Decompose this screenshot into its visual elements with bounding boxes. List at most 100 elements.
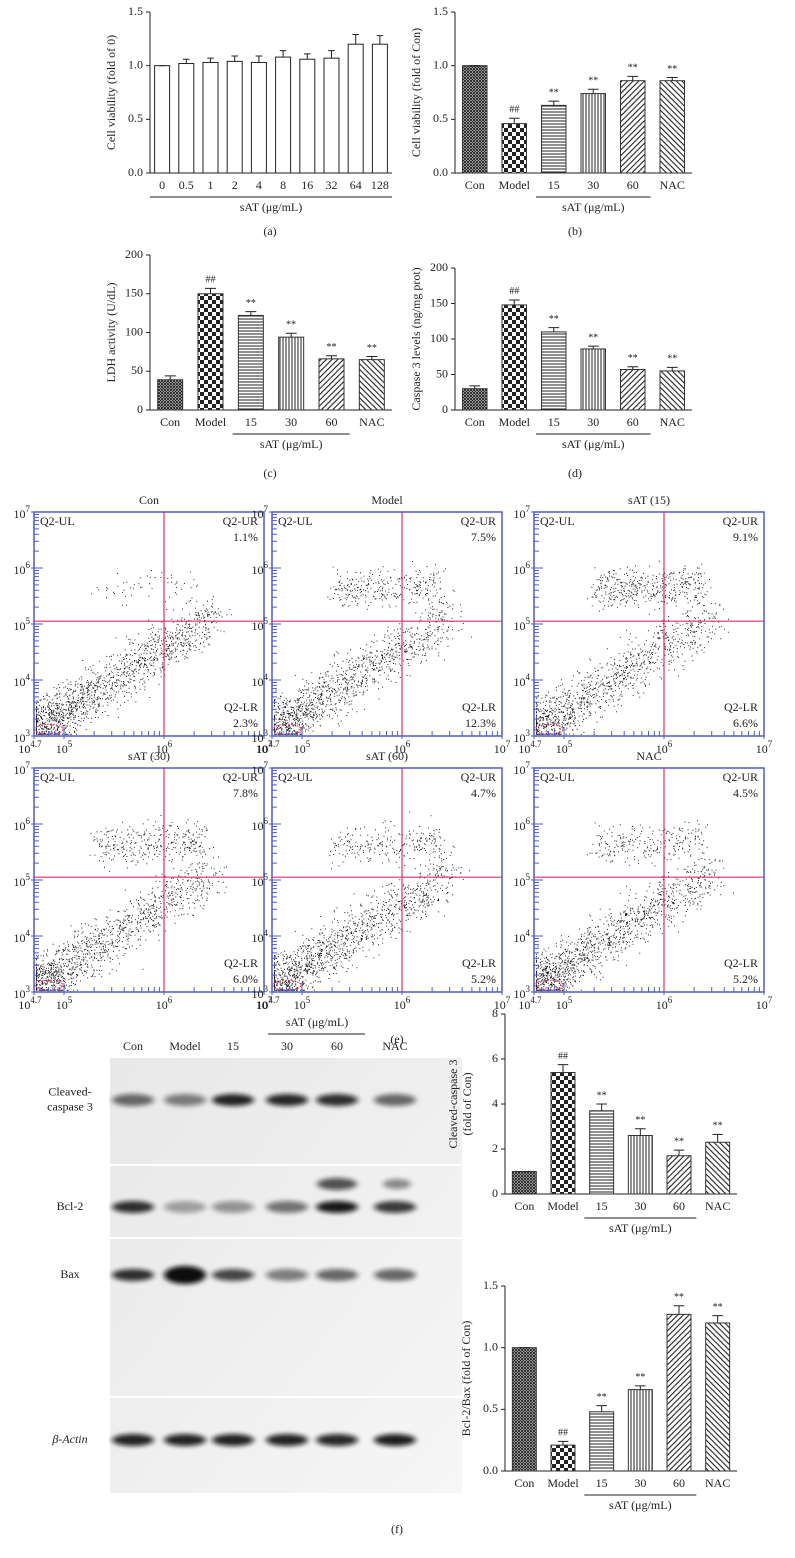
tick-base: 10 — [656, 742, 668, 756]
blot-band — [112, 1201, 154, 1213]
bar — [705, 1322, 731, 1472]
tick-base: 10 — [394, 742, 406, 756]
error-bar — [627, 75, 639, 81]
bar — [550, 1444, 576, 1472]
bar — [541, 104, 567, 174]
x-tick-label: 4 — [256, 178, 262, 192]
axis-tick-label: 103 — [14, 728, 31, 745]
y-tick-label: 1.0 — [483, 1339, 498, 1353]
significance-label: ** — [667, 354, 677, 365]
x-tick-label: NAC — [660, 415, 685, 429]
lane-label: 60 — [331, 1039, 343, 1053]
bar — [299, 58, 316, 174]
axis-tick-label: 106 — [14, 560, 31, 577]
bar — [323, 57, 340, 174]
quadrant-label: Q2-UR — [723, 770, 758, 784]
flow-plot: sAT (15)Q2-UL Q2-UR9.1%Q2-LR6.6%107106105… — [514, 493, 773, 756]
tick-base: 10 — [256, 742, 268, 756]
quadrant-label: Q2-UL — [278, 514, 313, 528]
significance-label: ** — [367, 343, 377, 354]
axis-tick-label: 105 — [294, 739, 311, 756]
x-tick-label: NAC — [359, 415, 384, 429]
tick-exponent: 4 — [26, 672, 31, 682]
quadrant-label: Q2-UR — [223, 514, 258, 528]
error-bar — [328, 50, 335, 59]
error-bar — [587, 345, 599, 349]
error-bar — [627, 366, 639, 370]
quadrant-percent: 2.3% — [233, 716, 258, 730]
y-axis-label: Cell viability (fold of Con) — [409, 28, 423, 157]
axis-tick-label: 104 — [514, 672, 531, 689]
axis-tick-label: 107 — [256, 995, 273, 1012]
bar — [358, 359, 385, 411]
axis-tick-label: 103 — [514, 984, 531, 1001]
tick-base: 10 — [252, 619, 264, 633]
tick-exponent: 5 — [306, 739, 311, 749]
error-bar — [635, 1128, 646, 1136]
tick-exponent: 4 — [26, 928, 31, 938]
tick-exponent: 6 — [264, 560, 269, 570]
error-bar — [204, 287, 217, 294]
tick-exponent: 4 — [526, 672, 531, 682]
significance-label: ** — [667, 64, 677, 75]
error-bar — [548, 327, 560, 332]
axis-tick-label: 107 — [14, 760, 31, 777]
quadrant-label: Q2-UR — [461, 514, 496, 528]
tick-base: 10 — [18, 742, 30, 756]
blot-row-label: Cleaved- — [48, 1084, 91, 1098]
x-tick-label: 0.5 — [179, 178, 194, 192]
x-tick-label: 30 — [587, 178, 599, 192]
tick-base: 10 — [14, 731, 26, 745]
tick-exponent: 4 — [264, 928, 269, 938]
group-label: sAT (μg/mL) — [286, 1015, 349, 1029]
axis-tick-label: 106 — [514, 816, 531, 833]
x-tick-label: 64 — [350, 178, 362, 192]
bar — [347, 43, 364, 174]
bar — [154, 65, 171, 174]
significance-label: ** — [628, 63, 638, 74]
tick-exponent: 6 — [526, 560, 531, 570]
tick-base: 10 — [514, 819, 526, 833]
bar-chart: 0 50 100 150 200 LDH activity (U/dL) Con ## Mode… — [104, 247, 392, 480]
y-tick-label: 6 — [492, 1051, 498, 1065]
axis-tick-label: 103 — [514, 728, 531, 745]
tick-base: 10 — [394, 998, 406, 1012]
tick-exponent: 6 — [526, 816, 531, 826]
lane-label: Model — [169, 1039, 201, 1053]
y-tick-label: 4 — [492, 1096, 498, 1110]
tick-exponent: 7 — [506, 995, 511, 1005]
lane-label: 15 — [227, 1039, 239, 1053]
tick-exponent: 7 — [526, 504, 531, 514]
blot-band — [112, 1434, 154, 1446]
x-tick-label: 60 — [627, 415, 639, 429]
blot-band — [164, 1266, 206, 1284]
blot-band — [374, 1201, 416, 1213]
error-bar — [557, 1440, 569, 1446]
significance-label: ** — [674, 1136, 684, 1147]
x-tick-label: NAC — [705, 1476, 730, 1490]
axis-tick-label: 104 — [14, 672, 31, 689]
plot-title: sAT (15) — [628, 493, 670, 507]
x-tick-label: 60 — [673, 1476, 685, 1490]
tick-base: 10 — [14, 619, 26, 633]
error-bar — [635, 1385, 646, 1390]
error-bar — [279, 50, 287, 58]
axis-minor-ticks — [272, 770, 498, 993]
y-tick-label: 0.5 — [433, 111, 448, 125]
quadrant-percent: 1.1% — [233, 530, 258, 544]
significance-label: ** — [713, 1302, 723, 1313]
error-bar — [376, 35, 384, 45]
axis-tick-label: 106 — [14, 816, 31, 833]
y-tick-label: 1.0 — [128, 57, 143, 71]
y-axis-label: (fold of Con) — [460, 1072, 474, 1135]
blot-band — [374, 1434, 416, 1446]
tick-base: 10 — [14, 875, 26, 889]
axis-tick-label: 106 — [156, 739, 173, 756]
axis-tick-label: 107 — [494, 739, 511, 756]
bar — [278, 336, 305, 411]
tick-exponent: 6 — [26, 560, 31, 570]
